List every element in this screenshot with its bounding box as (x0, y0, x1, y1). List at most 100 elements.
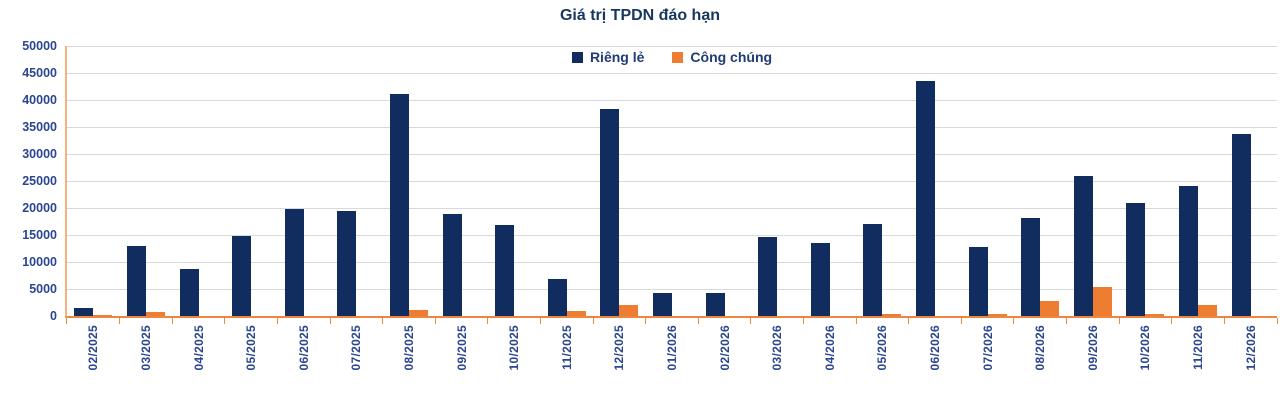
legend-swatch-icon (571, 51, 583, 63)
x-label-holder: 01/2026 (646, 325, 699, 370)
y-tick-label: 10000 (22, 255, 57, 269)
x-tick-label: 10/2026 (1138, 325, 1153, 371)
x-label-holder: 02/2025 (67, 325, 120, 370)
y-tick-label: 45000 (22, 66, 57, 80)
x-label-holder: 11/2025 (540, 325, 593, 370)
bar-rieng-le (74, 308, 94, 316)
bar-cong-chung (619, 305, 639, 316)
x-axis-tick (66, 318, 67, 324)
gridline (67, 288, 1277, 290)
category-cell: 04/2025 (172, 46, 226, 370)
x-label-holder: 07/2025 (330, 325, 383, 370)
bar-rieng-le (968, 247, 988, 316)
legend: Riêng lẻ Công chúng (67, 49, 1277, 65)
bar-rieng-le (916, 81, 936, 316)
x-label-holder: 07/2026 (961, 325, 1014, 370)
bar-rieng-le (863, 224, 883, 316)
legend-label: Riêng lẻ (589, 49, 645, 65)
x-tick-label: 02/2025 (86, 325, 101, 371)
x-axis-tick (276, 318, 278, 324)
category-cell: 06/2026 (909, 46, 962, 370)
x-axis-tick (1223, 318, 1225, 324)
bar-cong-chung (1145, 314, 1165, 316)
x-axis-tick (329, 318, 331, 324)
x-tick-label: 10/2025 (507, 325, 522, 371)
gridline (67, 99, 1277, 101)
bar-rieng-le (1126, 203, 1146, 316)
x-axis-tick (1013, 318, 1015, 324)
gridline (67, 261, 1277, 263)
categories-row: 02/2025 03/2025 04/2025 05/2025 06/2025 07/20… (66, 46, 1278, 370)
bar-rieng-le (442, 214, 462, 316)
x-label-holder: 08/2026 (1014, 325, 1067, 370)
gridline (67, 72, 1277, 74)
bar-rieng-le (810, 243, 830, 316)
x-axis-tick (908, 318, 910, 324)
gridline (67, 126, 1277, 128)
category-cell: 07/2025 (330, 46, 384, 370)
gridline (67, 234, 1277, 236)
x-axis-tick (750, 318, 752, 324)
category-cell: 12/2026 (1224, 46, 1278, 370)
category-cell: 04/2026 (804, 46, 857, 370)
legend-item: Công chúng (672, 49, 772, 65)
bar-rieng-le (600, 109, 620, 316)
y-tick-label: 35000 (22, 120, 57, 134)
bar-rieng-le (179, 269, 199, 316)
x-tick-label: 07/2025 (349, 325, 364, 371)
legend-label: Công chúng (690, 49, 773, 65)
bar-rieng-le (1179, 186, 1199, 316)
category-cell: 12/2025 (593, 46, 647, 370)
category-cell: 07/2026 (961, 46, 1015, 370)
category-cell: 11/2025 (540, 46, 594, 370)
category-cell: 06/2025 (277, 46, 331, 370)
x-axis-tick (487, 318, 489, 324)
bar-cong-chung (93, 315, 113, 316)
y-tick-label: 40000 (22, 93, 57, 107)
x-axis-tick (697, 318, 699, 324)
y-tick-label: 30000 (22, 147, 57, 161)
bar-cong-chung (1198, 305, 1218, 316)
x-axis-tick (960, 318, 962, 324)
x-axis-tick (1171, 318, 1173, 324)
legend-swatch-icon (672, 51, 684, 63)
category-cell: 10/2026 (1119, 46, 1173, 370)
x-tick-label: 09/2026 (1085, 325, 1100, 371)
y-tick-label: 0 (50, 309, 57, 323)
x-label-holder: 09/2025 (435, 325, 488, 370)
bar-rieng-le (126, 246, 146, 316)
category-cell: 02/2026 (698, 46, 752, 370)
bar-cong-chung (408, 310, 428, 316)
y-axis: 0 5000 10000 15000 20000 25000 30000 35000 40000… (0, 39, 57, 323)
category-cell: 09/2025 (435, 46, 489, 370)
category-cell: 01/2026 (646, 46, 699, 370)
bar-rieng-le (547, 279, 567, 316)
x-label-holder: 04/2026 (804, 325, 857, 370)
gridline (67, 207, 1277, 209)
gridline (67, 180, 1277, 182)
x-label-holder: 12/2026 (1224, 325, 1277, 370)
x-tick-label: 01/2026 (665, 325, 679, 371)
x-label-holder: 06/2025 (277, 325, 330, 370)
bar-rieng-le (284, 209, 304, 316)
gridline (67, 45, 1277, 47)
x-label-holder: 03/2026 (751, 325, 804, 370)
category-cell: 05/2025 (225, 46, 278, 370)
y-tick-label: 25000 (22, 174, 57, 188)
bar-cong-chung (882, 314, 902, 316)
y-tick-label: 20000 (22, 201, 57, 215)
x-axis-tick (1118, 318, 1120, 324)
x-tick-label: 02/2026 (717, 325, 732, 371)
x-tick-label: 07/2026 (980, 325, 995, 371)
x-tick-label: 11/2026 (1191, 325, 1206, 370)
x-label-holder: 08/2025 (383, 325, 436, 370)
bar-rieng-le (232, 236, 252, 316)
bar-rieng-le (389, 94, 409, 316)
x-axis-tick (645, 318, 647, 324)
x-label-holder: 04/2025 (172, 325, 225, 370)
x-axis-tick (119, 318, 121, 324)
x-axis-tick (224, 318, 226, 324)
x-label-holder: 05/2025 (225, 325, 278, 370)
x-label-holder: 12/2025 (593, 325, 646, 370)
